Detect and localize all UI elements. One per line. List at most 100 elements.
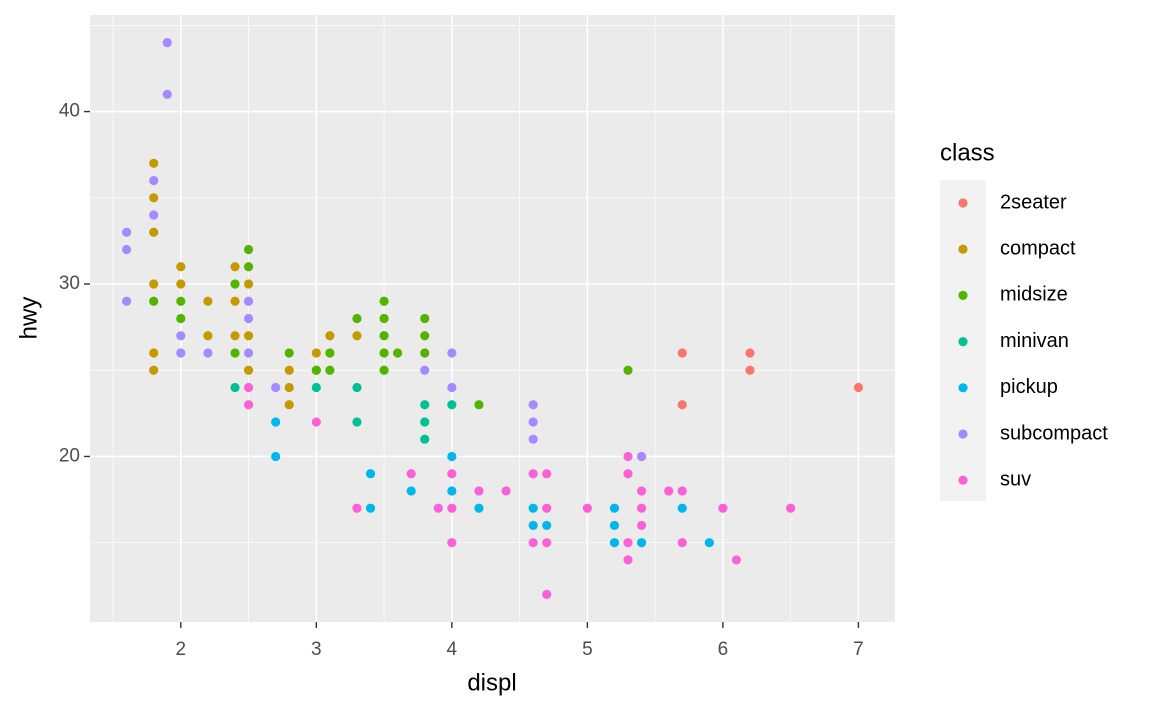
point <box>623 538 633 548</box>
point <box>379 313 389 324</box>
point <box>636 451 647 462</box>
point <box>243 262 254 272</box>
legend-key <box>958 383 968 393</box>
point <box>325 331 335 341</box>
point <box>379 348 389 358</box>
legend-key <box>958 337 968 347</box>
point <box>149 227 159 237</box>
point <box>677 486 687 496</box>
point <box>393 348 403 358</box>
point <box>352 313 362 324</box>
point <box>447 400 457 410</box>
point <box>121 227 132 237</box>
point <box>420 331 430 341</box>
point <box>230 382 240 393</box>
point <box>731 555 742 565</box>
point <box>176 296 186 306</box>
legend-label: subcompact <box>1000 422 1108 444</box>
point <box>203 331 213 341</box>
point <box>230 331 240 341</box>
points <box>121 37 864 600</box>
point <box>243 296 254 306</box>
point <box>677 503 687 513</box>
point <box>243 400 254 410</box>
legend-label: compact <box>1000 237 1076 259</box>
point <box>176 262 186 272</box>
point <box>853 382 864 393</box>
point <box>447 486 457 496</box>
point <box>365 503 376 513</box>
point <box>230 296 240 306</box>
point <box>501 486 511 496</box>
point <box>664 486 674 496</box>
point <box>352 331 362 341</box>
point <box>162 89 172 99</box>
point <box>176 331 186 341</box>
point <box>623 555 633 565</box>
point <box>609 520 620 531</box>
point <box>718 503 728 513</box>
point <box>149 158 159 168</box>
point <box>230 262 240 272</box>
point <box>121 244 132 255</box>
legend-key <box>958 475 968 485</box>
point <box>420 348 430 358</box>
point <box>284 365 294 375</box>
point <box>623 451 633 462</box>
x-tick-label: 7 <box>853 639 864 660</box>
point <box>528 520 538 531</box>
point <box>284 348 294 358</box>
point <box>325 348 335 358</box>
point <box>542 538 552 548</box>
x-tick-label: 2 <box>176 639 187 660</box>
x-tick-label: 5 <box>582 639 593 660</box>
point <box>542 469 552 479</box>
point <box>447 451 457 462</box>
point <box>271 417 281 427</box>
point <box>311 417 321 427</box>
point <box>176 313 186 324</box>
point <box>352 382 362 393</box>
point <box>609 538 620 548</box>
point <box>149 296 159 306</box>
point <box>284 382 294 393</box>
point <box>311 365 321 375</box>
point <box>636 503 647 513</box>
point <box>230 348 240 358</box>
x-tick-label: 3 <box>311 639 322 660</box>
point <box>243 348 254 358</box>
point <box>420 434 430 444</box>
point <box>447 382 457 393</box>
point <box>149 193 159 203</box>
y-tick-label: 40 <box>59 101 80 122</box>
point <box>284 400 294 410</box>
legend-label: minivan <box>1000 330 1069 352</box>
point <box>149 365 159 375</box>
point <box>352 417 362 427</box>
point <box>406 486 416 496</box>
point <box>243 365 254 375</box>
legend-label: pickup <box>1000 376 1058 398</box>
point <box>365 469 376 479</box>
point <box>636 520 647 531</box>
point <box>243 244 254 255</box>
point <box>420 400 430 410</box>
y-tick-label: 20 <box>59 445 80 466</box>
point <box>420 365 430 375</box>
point <box>379 331 389 341</box>
point <box>325 365 335 375</box>
point <box>379 365 389 375</box>
point <box>609 503 620 513</box>
point <box>149 210 159 220</box>
point <box>528 469 538 479</box>
point <box>162 37 172 48</box>
point <box>176 348 186 358</box>
point <box>447 538 457 548</box>
point <box>203 296 213 306</box>
point <box>176 279 186 289</box>
point <box>243 331 254 341</box>
point <box>243 313 254 324</box>
point <box>636 538 647 548</box>
point <box>474 503 484 513</box>
point <box>474 400 484 410</box>
